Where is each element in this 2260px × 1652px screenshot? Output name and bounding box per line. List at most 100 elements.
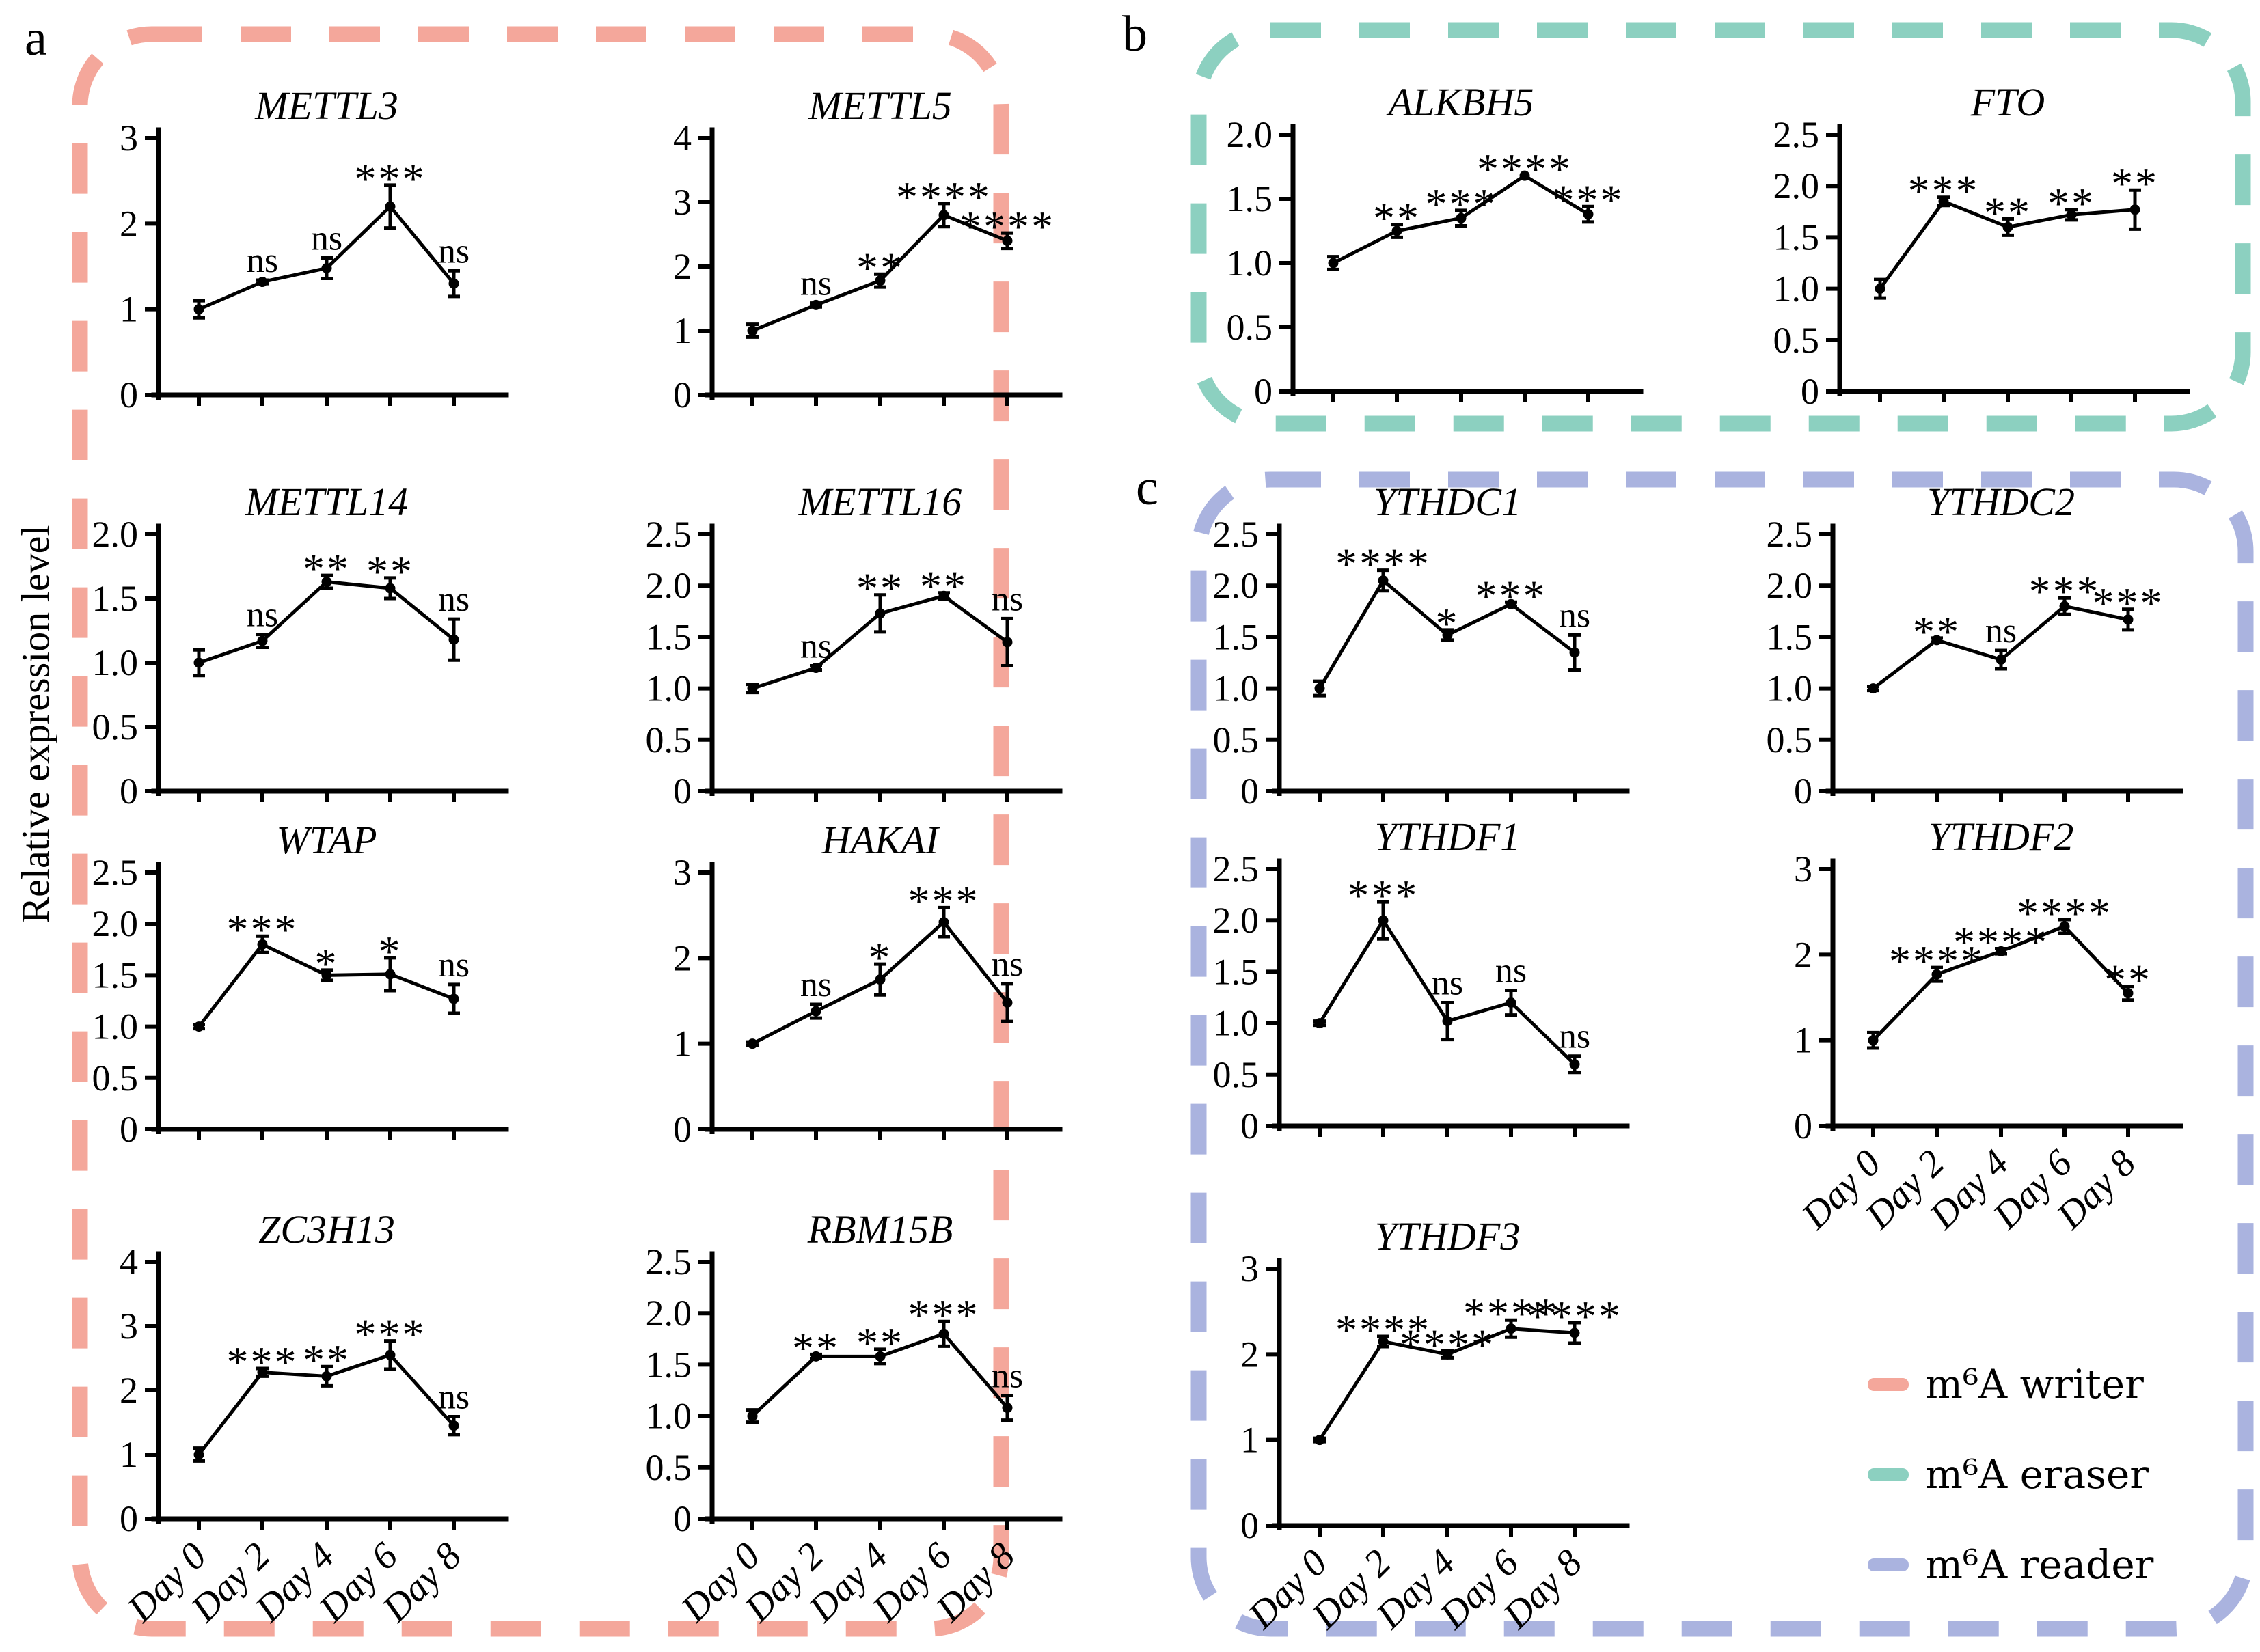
svg-text:2: 2 [120, 203, 138, 244]
svg-text:ns: ns [438, 232, 469, 271]
svg-text:**: ** [1984, 188, 2032, 236]
chart-title: YTHDF2 [1929, 814, 2074, 859]
svg-text:ns: ns [247, 596, 278, 635]
svg-text:0: 0 [1240, 771, 1259, 812]
legend: m⁶A writer m⁶A eraser m⁶A reader [1868, 1361, 2153, 1588]
svg-text:0.5: 0.5 [1773, 320, 1820, 361]
svg-text:3: 3 [1794, 849, 1812, 890]
svg-text:0.5: 0.5 [92, 1058, 139, 1099]
svg-text:1.0: 1.0 [1213, 668, 1260, 709]
svg-text:****: **** [1477, 145, 1573, 193]
svg-text:ns: ns [438, 946, 469, 985]
svg-text:1.5: 1.5 [1767, 616, 1813, 657]
legend-label-reader: m⁶A reader [1925, 1541, 2154, 1588]
svg-text:0: 0 [673, 1109, 692, 1150]
svg-text:*: * [1436, 599, 1460, 648]
svg-text:2.5: 2.5 [646, 1241, 692, 1282]
legend-label-eraser: m⁶A eraser [1925, 1451, 2149, 1498]
panel-label-c: c [1136, 460, 1158, 516]
svg-text:0: 0 [120, 374, 138, 415]
svg-text:0: 0 [673, 374, 692, 415]
svg-text:****: **** [1335, 1306, 1431, 1354]
svg-text:0: 0 [1801, 371, 1819, 412]
chart-title: FTO [1970, 80, 2045, 124]
chart-title: WTAP [276, 818, 377, 862]
chart-YTHDC2: YTHDC2 0 0.5 1.0 1.5 2.0 2.5 ** ns ****** [1767, 480, 2183, 812]
svg-text:****: **** [2017, 889, 2112, 937]
svg-text:****: **** [1953, 918, 2049, 967]
chart-title: YTHDF1 [1375, 814, 1521, 859]
svg-text:2: 2 [673, 246, 692, 287]
svg-text:0.5: 0.5 [1213, 1054, 1260, 1095]
legend-item-reader: m⁶A reader [1868, 1541, 2153, 1588]
chart-METTL16: METTL16 0 0.5 1.0 1.5 2.0 2.5 ns ** ** ns [646, 480, 1063, 812]
svg-text:ns: ns [1559, 1017, 1590, 1056]
svg-text:ns: ns [247, 241, 278, 280]
svg-text:****: **** [1400, 1320, 1495, 1368]
legend-swatch-writer [1868, 1377, 1909, 1391]
svg-text:1.0: 1.0 [1767, 668, 1813, 709]
svg-text:**: ** [2111, 159, 2159, 208]
svg-text:1: 1 [120, 1434, 138, 1475]
svg-text:0: 0 [1794, 771, 1812, 812]
svg-text:ns: ns [992, 579, 1023, 618]
svg-text:3: 3 [673, 182, 692, 223]
svg-text:1.5: 1.5 [92, 578, 139, 619]
svg-text:****: **** [1889, 937, 1985, 985]
svg-text:2: 2 [1240, 1334, 1259, 1375]
svg-text:**: ** [856, 243, 904, 292]
panel-a-border [72, 26, 1009, 1637]
svg-text:ns: ns [1432, 964, 1463, 1003]
svg-text:0: 0 [120, 1109, 138, 1150]
svg-text:***: *** [1426, 180, 1497, 228]
panel-label-b: b [1122, 6, 1147, 62]
svg-text:0: 0 [120, 1498, 138, 1539]
svg-text:ns: ns [1495, 951, 1527, 990]
svg-text:2: 2 [673, 937, 692, 978]
chart-title: YTHDF3 [1375, 1214, 1521, 1258]
svg-text:ns: ns [311, 219, 342, 258]
chart-title: METTL16 [798, 480, 962, 524]
chart-title: YTHDC1 [1374, 480, 1521, 524]
svg-text:2.0: 2.0 [646, 565, 692, 606]
svg-text:0.5: 0.5 [92, 706, 139, 747]
svg-text:3: 3 [673, 852, 692, 893]
svg-text:ns: ns [992, 945, 1023, 984]
svg-text:**: ** [2047, 179, 2095, 228]
svg-text:1.0: 1.0 [92, 642, 139, 683]
svg-text:2.0: 2.0 [646, 1293, 692, 1334]
svg-text:1: 1 [1794, 1020, 1812, 1061]
panel-label-a: a [25, 10, 47, 66]
svg-text:1.5: 1.5 [646, 616, 692, 657]
svg-text:***: *** [1348, 871, 1419, 920]
chart-title: ZC3H13 [258, 1207, 395, 1252]
svg-text:2.5: 2.5 [1767, 514, 1813, 555]
svg-text:3: 3 [120, 1306, 138, 1347]
svg-text:**: ** [856, 564, 904, 613]
svg-text:***: *** [908, 877, 980, 925]
svg-text:2.0: 2.0 [1773, 165, 1820, 206]
svg-text:0: 0 [120, 771, 138, 812]
svg-text:ns: ns [438, 1378, 469, 1417]
svg-text:0.5: 0.5 [646, 719, 692, 760]
svg-text:ns: ns [992, 1357, 1023, 1396]
svg-text:2.0: 2.0 [1227, 114, 1273, 155]
svg-text:2.0: 2.0 [1767, 565, 1813, 606]
svg-text:**: ** [856, 1319, 904, 1367]
svg-text:ns: ns [800, 627, 832, 666]
panel-b-border [1190, 22, 2251, 432]
svg-text:0: 0 [1254, 371, 1272, 412]
svg-text:****: **** [1335, 540, 1431, 588]
chart-title: METTL3 [254, 83, 398, 128]
svg-text:2.0: 2.0 [1213, 900, 1260, 941]
svg-text:0: 0 [673, 1498, 692, 1539]
